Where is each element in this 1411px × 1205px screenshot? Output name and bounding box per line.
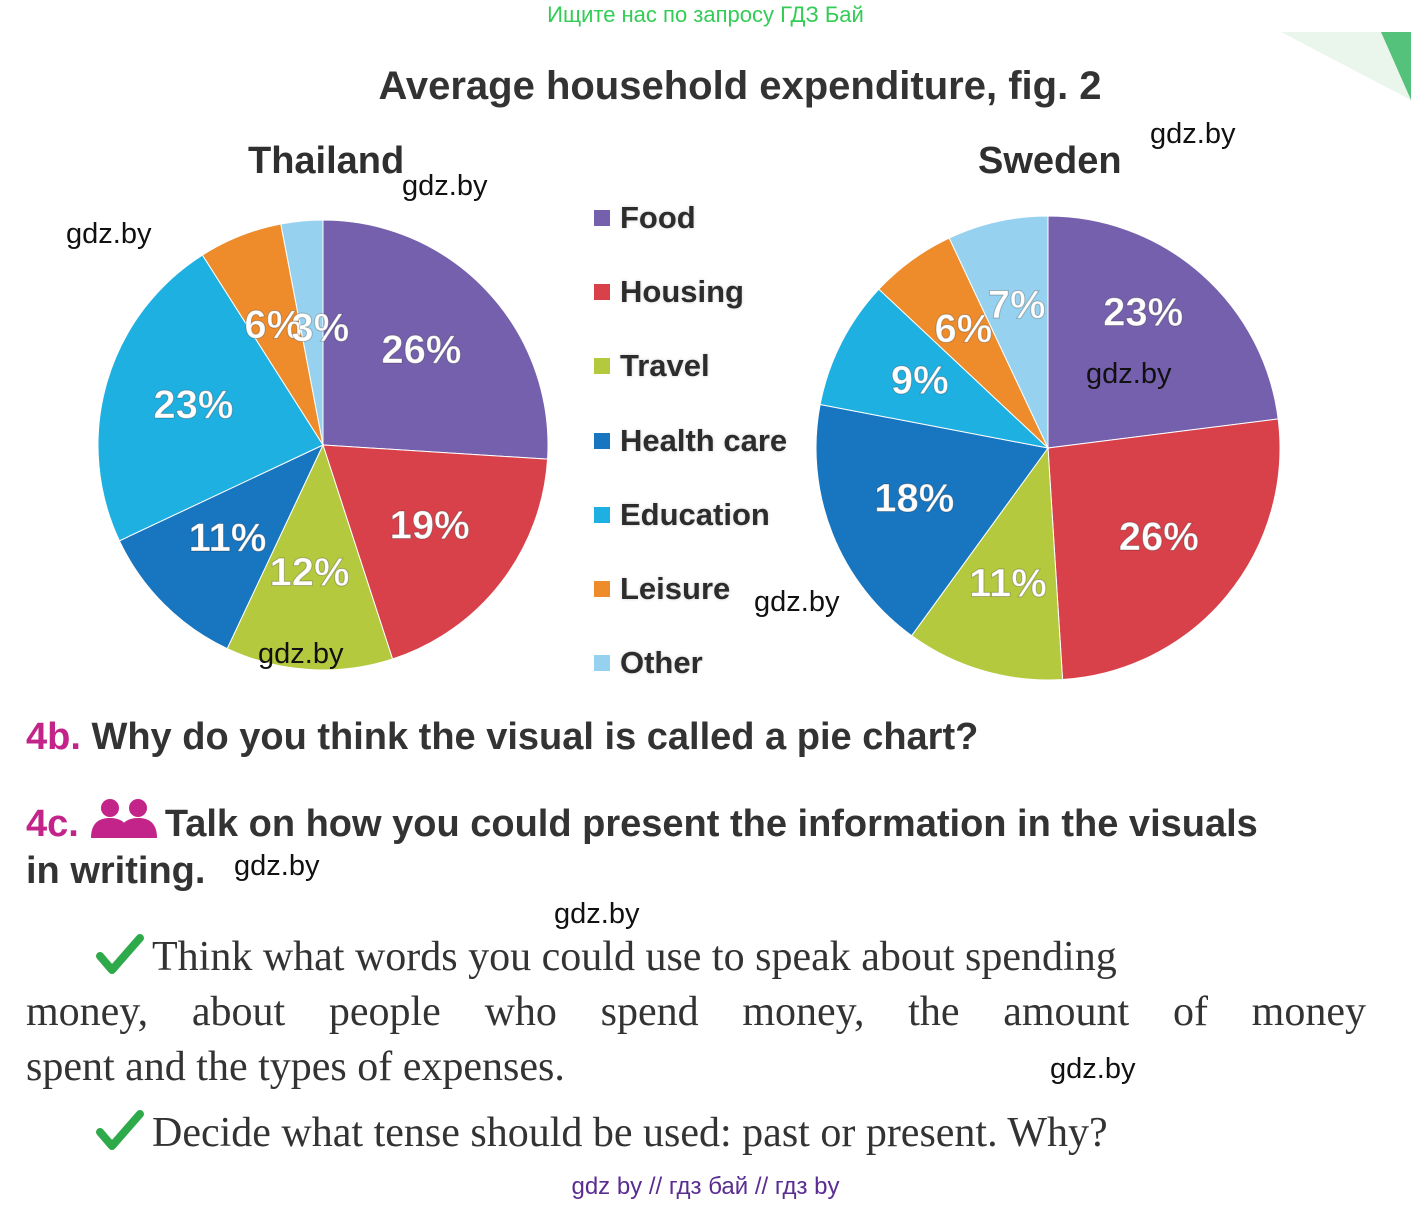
pie-charts: 26%19%12%11%23%6%3% 23%26%11%18%9%6%7% [97,215,1281,681]
question-4c-line2: in writing. [26,850,206,892]
watermark: gdz.by [1150,118,1236,150]
sweden-label-food: 23% [1103,291,1183,335]
sweden-label-travel: 11% [969,562,1047,606]
sweden-slice-food [1047,215,1279,449]
thailand-label-leisure: 6% [244,303,302,347]
legend-swatch-education [594,507,610,523]
sweden-label-health-care: 18% [874,477,954,521]
legend-label-other: Other [620,645,703,680]
legend-swatch-food [594,210,610,226]
legend-swatch-other [594,655,610,671]
watermark: gdz.by [234,850,320,882]
figure-title: Average household expenditure, fig. 2 [378,64,1102,108]
sweden-label-other: 7% [988,283,1046,327]
thailand-slice-education [97,254,324,542]
question-4c: 4c. Talk on how you could present the in… [26,798,1258,895]
legend-item-housing: Housing [594,272,744,312]
question-4c-number: 4c. [26,803,79,845]
tip-1-line1-row: Think what words you could use to speak … [26,930,1366,985]
watermark: gdz.by [1086,358,1172,390]
legend-swatch-travel [594,358,610,374]
legend-swatch-leisure [594,581,610,597]
thailand-label-food: 26% [381,328,461,372]
tip-1-line1: Think what words you could use to speak … [152,934,1117,980]
corner-decoration [1281,32,1411,100]
legend-label-food: Food [620,200,696,235]
legend-item-education: Education [594,495,770,535]
tip-2: Decide what tense should be used: past o… [96,1106,1108,1161]
question-4b-number: 4b. [26,716,81,758]
sweden-slice-education [819,288,1050,449]
thailand-label-education: 23% [153,383,233,427]
watermark: gdz.by [1050,1053,1136,1085]
sweden-slice-travel [910,446,1064,681]
question-4b: 4b. Why do you think the visual is calle… [26,716,978,759]
check-icon [96,934,144,974]
footer: gdz by // гдз бай // гдз by [571,1173,840,1200]
thailand-title: Thailand [248,140,405,182]
pair-work-icon [90,799,157,838]
thailand-label-housing: 19% [390,503,470,547]
question-4b-text: Why do you think the visual is called a … [91,716,979,758]
sweden-slice-housing [1047,418,1281,681]
legend-label-travel: Travel [620,348,710,383]
sweden-label-housing: 26% [1119,515,1199,559]
sweden-label-education: 9% [891,358,949,402]
top-banner: Ищите нас по запросу ГДЗ Бай [547,2,864,27]
thailand-slice-health-care [118,443,325,650]
thailand-label-travel: 12% [269,550,349,594]
tip-1-line3: spent and the types of expenses. [26,1044,565,1090]
thailand-slice-food [322,219,549,460]
legend-item-other: Other [594,643,703,683]
legend-label-leisure: Leisure [620,571,731,606]
legend-item-leisure: Leisure [594,569,730,609]
tip-1-line2: money, about people who spend money, the… [26,989,1366,1035]
thailand-label-health-care: 11% [189,516,267,560]
sweden-title: Sweden [978,140,1122,182]
thailand-slice-travel [226,443,394,671]
sweden-slice-health-care [815,403,1049,637]
legend-item-health-care: Health care [594,421,787,461]
thailand-label-other: 3% [291,306,349,350]
legend-item-food: Food [594,198,696,238]
tip-1: Think what words you could use to speak … [26,930,1366,1095]
thailand-slice-other [280,219,324,446]
sweden-label-leisure: 6% [935,307,993,351]
legend-label-housing: Housing [620,274,744,309]
legend-swatch-health-care [594,433,610,449]
legend-label-education: Education [620,497,770,532]
legend-item-travel: Travel [594,346,710,386]
watermark: gdz.by [258,638,344,670]
watermark: gdz.by [66,218,152,250]
watermark: gdz.by [402,170,488,202]
tip-2-line1: Decide what tense should be used: past o… [152,1110,1108,1156]
question-4c-line1: Talk on how you could present the inform… [164,803,1258,845]
check-icon [96,1110,144,1150]
legend-label-health-care: Health care [620,423,788,458]
watermark: gdz.by [554,898,640,930]
legend-swatch-housing [594,284,610,300]
thailand-slice-housing [322,444,549,660]
sweden-slice-other [948,215,1049,449]
watermark: gdz.by [754,586,840,618]
